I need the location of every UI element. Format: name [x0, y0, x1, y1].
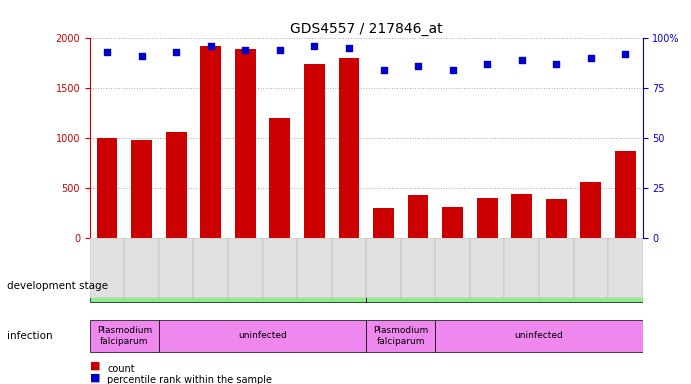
FancyBboxPatch shape — [366, 320, 435, 352]
Bar — [615, 151, 636, 238]
FancyBboxPatch shape — [228, 238, 263, 298]
FancyBboxPatch shape — [470, 238, 504, 298]
Text: Plasmodium
falciparum: Plasmodium falciparum — [373, 326, 428, 346]
Bar — [580, 182, 601, 238]
Point — [413, 63, 424, 70]
Text: uninfected: uninfected — [238, 331, 287, 341]
Text: infection: infection — [7, 331, 53, 341]
Point — [309, 43, 320, 50]
Text: count: count — [107, 364, 135, 374]
FancyBboxPatch shape — [297, 238, 332, 298]
Point — [516, 57, 527, 63]
Bar — [477, 198, 498, 238]
Bar — [442, 207, 463, 238]
Title: GDS4557 / 217846_at: GDS4557 / 217846_at — [290, 22, 442, 36]
Text: uninfected: uninfected — [515, 331, 563, 341]
FancyBboxPatch shape — [332, 238, 366, 298]
Text: ■: ■ — [90, 361, 100, 371]
Text: ■: ■ — [90, 372, 100, 382]
FancyBboxPatch shape — [366, 270, 643, 302]
FancyBboxPatch shape — [124, 238, 159, 298]
Point — [447, 67, 458, 73]
Bar — [373, 208, 394, 238]
FancyBboxPatch shape — [435, 238, 470, 298]
Text: development stage: development stage — [7, 281, 108, 291]
Point — [274, 47, 285, 53]
Point — [551, 61, 562, 68]
FancyBboxPatch shape — [263, 238, 297, 298]
Point — [136, 53, 147, 60]
Bar — [511, 194, 532, 238]
Bar — [304, 65, 325, 238]
Bar — [131, 140, 152, 238]
Text: Plasmodium
falciparum: Plasmodium falciparum — [97, 326, 152, 346]
FancyBboxPatch shape — [159, 238, 193, 298]
Bar — [166, 132, 187, 238]
Bar — [546, 199, 567, 238]
FancyBboxPatch shape — [366, 238, 401, 298]
Text: polychromatophilic 10 day differentiation: polychromatophilic 10 day differentiatio… — [134, 281, 322, 291]
Bar — [97, 138, 117, 238]
Point — [585, 55, 596, 61]
FancyBboxPatch shape — [90, 270, 366, 302]
Bar — [408, 195, 428, 238]
Bar — [200, 46, 221, 238]
Point — [102, 49, 113, 55]
FancyBboxPatch shape — [193, 238, 228, 298]
Point — [482, 61, 493, 68]
FancyBboxPatch shape — [90, 320, 159, 352]
FancyBboxPatch shape — [401, 238, 435, 298]
Point — [171, 49, 182, 55]
FancyBboxPatch shape — [608, 238, 643, 298]
Text: orthochromatic 14 day differentiation: orthochromatic 14 day differentiation — [419, 281, 589, 291]
FancyBboxPatch shape — [90, 238, 124, 298]
Text: percentile rank within the sample: percentile rank within the sample — [107, 375, 272, 384]
Point — [205, 43, 216, 50]
FancyBboxPatch shape — [435, 320, 643, 352]
FancyBboxPatch shape — [504, 238, 539, 298]
FancyBboxPatch shape — [574, 238, 608, 298]
Bar — [269, 118, 290, 238]
Point — [240, 47, 251, 53]
Point — [343, 45, 354, 51]
Point — [620, 51, 631, 58]
Point — [378, 67, 389, 73]
FancyBboxPatch shape — [539, 238, 574, 298]
FancyBboxPatch shape — [159, 320, 366, 352]
Bar — [339, 58, 359, 238]
Bar — [235, 50, 256, 238]
